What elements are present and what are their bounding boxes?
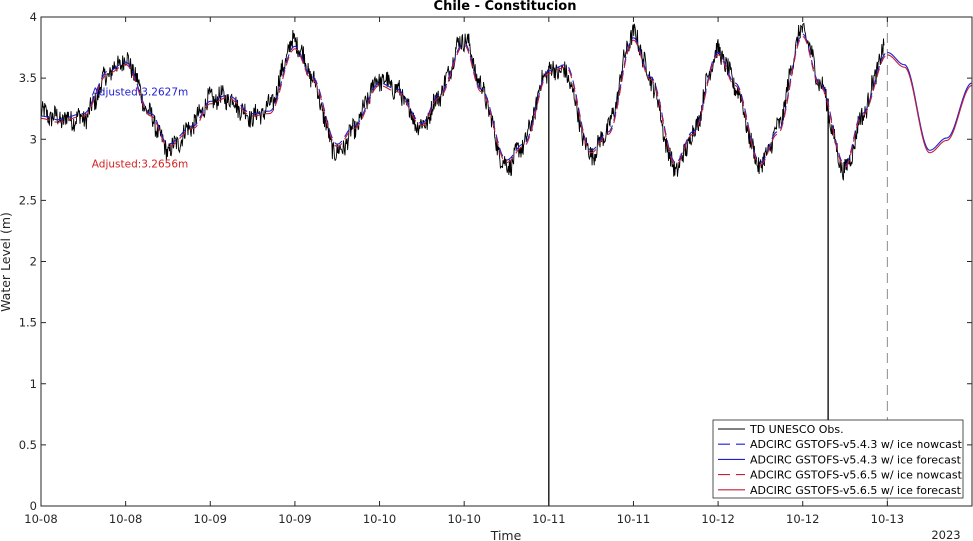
annotation-blue: Adjusted:3.2627m [92, 87, 188, 99]
y-tick-label: 3 [30, 132, 37, 146]
x-tick-label: 10-10 [447, 512, 480, 526]
y-tick-label: 3.5 [19, 71, 37, 85]
y-tick-label: 2 [30, 255, 37, 269]
series-model-line-3 [40, 35, 888, 168]
ticks-layer: 0 0.5 1 1.5 2 2.5 3 3.5 4 10-08 10-08 10-09 10-09 10-… [19, 10, 972, 526]
series-layer [40, 17, 973, 506]
y-tick-label: 2.5 [19, 193, 37, 207]
y-tick-label: 0 [30, 499, 37, 513]
legend-box [712, 419, 964, 499]
annotation-red: Adjusted:3.2656m [92, 159, 188, 171]
annotation-layer: Adjusted:3.2627m Adjusted:3.2656m [92, 87, 188, 171]
x-tick-label: 10-09 [278, 512, 311, 526]
x-year-label: 2023 [931, 528, 960, 541]
x-axis-label: Time [490, 528, 522, 541]
x-tick-label: 10-09 [194, 512, 227, 526]
legend-label: ADCIRC GSTOFS-v5.4.3 w/ ice nowcast [750, 438, 963, 451]
legend-label: TD UNESCO Obs. [749, 423, 844, 436]
x-tick-label: 10-12 [786, 512, 819, 526]
legend-items: TD UNESCO Obs. ADCIRC GSTOFS-v5.4.3 w/ ic… [718, 423, 963, 497]
x-tick-label: 10-10 [363, 512, 396, 526]
plot-frame [40, 16, 973, 507]
chart-title: Chile - Constitucion [434, 0, 577, 14]
legend-label: ADCIRC GSTOFS-v5.6.5 w/ ice nowcast [750, 469, 963, 482]
y-tick-label: 0.5 [19, 438, 37, 452]
legend: TD UNESCO Obs. ADCIRC GSTOFS-v5.4.3 w/ ic… [712, 419, 964, 499]
series-obs-line [40, 22, 885, 181]
legend-label: ADCIRC GSTOFS-v5.4.3 w/ ice forecast [750, 453, 962, 466]
y-axis-label: Water Level (m) [0, 212, 13, 312]
y-tick-label: 1.5 [19, 316, 37, 330]
series-model-line-4 [887, 54, 973, 154]
x-tick-label: 10-11 [532, 512, 565, 526]
legend-label: ADCIRC GSTOFS-v5.6.5 w/ ice forecast [750, 484, 962, 497]
x-tick-label: 10-08 [109, 512, 142, 526]
x-tick-label: 10-08 [24, 512, 57, 526]
y-tick-label: 4 [30, 10, 37, 24]
y-tick-label: 1 [30, 377, 37, 391]
series-model-line-2 [887, 51, 973, 151]
x-tick-label: 10-12 [701, 512, 734, 526]
x-tick-label: 10-11 [617, 512, 650, 526]
x-tick-label: 10-13 [871, 512, 904, 526]
